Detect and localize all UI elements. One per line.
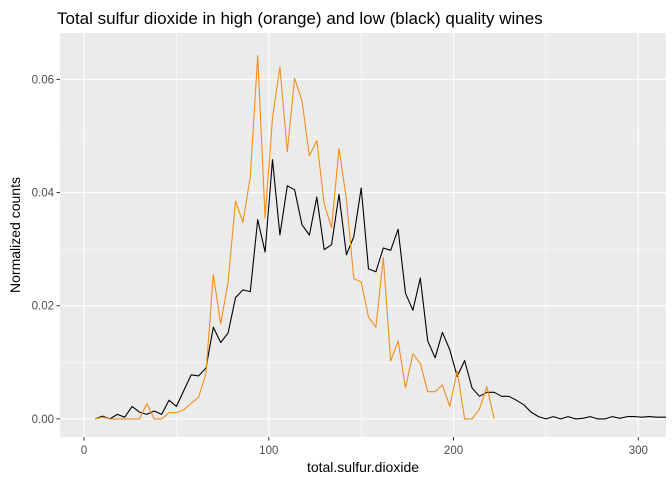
y-axis-title: Normalized counts (7, 177, 23, 293)
y-tick-label: 0.00 (32, 414, 54, 426)
chart-title: Total sulfur dioxide in high (orange) an… (57, 9, 543, 28)
x-axis-title: total.sulfur.dioxide (307, 459, 419, 475)
x-tick-label: 100 (259, 445, 278, 457)
y-tick-label: 0.04 (32, 188, 55, 200)
x-tick-label: 300 (629, 445, 648, 457)
x-tick-label: 200 (444, 445, 463, 457)
y-tick-label: 0.06 (32, 74, 54, 86)
x-tick-label: 0 (81, 445, 87, 457)
series-line-orange (94, 55, 495, 420)
series-layer (94, 55, 666, 420)
axes: 0 100 200 300 0.00 0.02 0.04 0.06 (32, 74, 648, 457)
series-line-black (94, 159, 666, 420)
plot-panel (60, 33, 666, 437)
y-tick-label: 0.02 (32, 301, 54, 313)
